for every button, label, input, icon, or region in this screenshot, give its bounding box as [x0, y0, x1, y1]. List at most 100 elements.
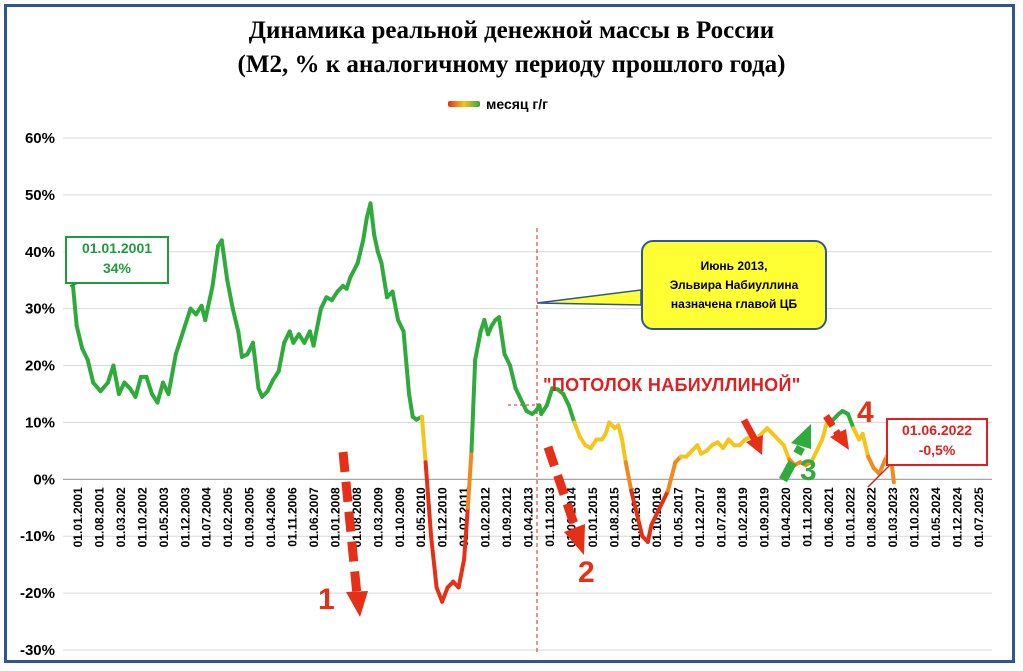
- y-tick-label: 50%: [25, 187, 55, 204]
- series-segment: [429, 534, 439, 590]
- potolok-label: "ПОТОЛОК НАБИУЛЛИНОЙ": [543, 375, 801, 395]
- series-segment: [318, 295, 329, 311]
- x-tick-label: 01.02.2012: [479, 487, 493, 547]
- x-tick-label: 01.02.2005: [221, 487, 235, 547]
- series-segment: [133, 374, 143, 399]
- series-segment: [166, 352, 178, 396]
- arrow-small-right: [740, 418, 763, 455]
- chart-frame: [4, 4, 1015, 663]
- series-segment: [348, 261, 360, 280]
- bubble-line2: Эльвира Набиуллина: [669, 277, 799, 292]
- grid-lines: [63, 137, 992, 651]
- series-segment: [210, 244, 221, 288]
- x-tick-label: 01.12.2010: [436, 487, 450, 547]
- series-segment: [860, 431, 871, 459]
- callout-2022-date: 01.06.2022: [901, 422, 973, 438]
- arrow-3: [779, 424, 811, 483]
- arrow-1: [338, 451, 368, 617]
- x-tick-label: 01.08.2001: [92, 487, 106, 547]
- y-tick-label: 60%: [25, 130, 55, 147]
- x-tick-label: 01.10.2002: [135, 487, 149, 547]
- x-tick-label: 01.03.2023: [886, 487, 900, 547]
- series-segment: [513, 386, 524, 402]
- series-segment: [372, 232, 380, 254]
- x-tick-label: 01.05.2010: [414, 487, 428, 547]
- legend-swatch: [448, 101, 480, 107]
- nabiullina-bubble: Июнь 2013, Эльвира Набиуллина назначена …: [641, 240, 827, 330]
- x-tick-label: 01.12.2003: [178, 487, 192, 547]
- callout-2001-date: 01.01.2001: [81, 240, 153, 256]
- series-segment: [71, 283, 79, 328]
- x-tick-label: 01.07.2018: [715, 487, 729, 547]
- series-segment: [462, 505, 470, 561]
- series-segment: [203, 283, 215, 323]
- chart-title-line1: Динамика реальной денежной массы в Росси…: [248, 17, 775, 44]
- y-tick-label: 30%: [25, 301, 55, 318]
- series-segment: [80, 346, 90, 362]
- label-4: 4: [857, 396, 874, 429]
- series-segment: [361, 215, 369, 243]
- x-tick-label: 01.08.2022: [865, 487, 879, 547]
- series-segment: [629, 488, 639, 516]
- series-segment: [544, 386, 555, 408]
- x-tick-label: 01.08.2008: [350, 487, 364, 547]
- x-tick-label: 01.12.2017: [693, 487, 707, 547]
- x-axis: 01.01.2001 01.08.2001 01.03.2002 01.10.2002…: [71, 487, 986, 547]
- y-tick-label: -20%: [20, 585, 55, 602]
- x-tick-label: 01.01.2015: [586, 487, 600, 547]
- series-segment: [649, 511, 659, 527]
- series-segment: [566, 403, 577, 425]
- bubble-line3: назначена главой ЦБ: [670, 296, 798, 311]
- series-segment: [665, 460, 678, 493]
- callout-2001-value: 34%: [102, 260, 132, 276]
- x-tick-label: 01.11.2013: [543, 487, 557, 547]
- series-segment: [634, 511, 645, 539]
- series-segment: [219, 238, 230, 283]
- series-segment: [355, 238, 366, 266]
- y-tick-label: 40%: [25, 244, 55, 261]
- x-tick-label: 01.09.2012: [500, 487, 514, 547]
- series-segment: [561, 392, 571, 408]
- x-tick-label: 01.05.2017: [672, 487, 686, 547]
- series-segment: [660, 488, 670, 505]
- callout-2022: 01.06.2022 -0,5%: [886, 418, 988, 466]
- series-segment: [616, 423, 625, 442]
- x-tick-label: 01.08.2015: [607, 487, 621, 547]
- x-tick-label: 01.05.2024: [929, 487, 943, 547]
- y-tick-label: 0%: [33, 471, 55, 488]
- series-segment: [465, 448, 474, 510]
- series-segment: [390, 289, 401, 323]
- series-segment: [419, 414, 428, 465]
- series-segment: [250, 340, 261, 391]
- series-segment: [654, 500, 665, 516]
- y-tick-label: 20%: [25, 358, 55, 375]
- series-segment: [845, 411, 856, 431]
- series-segment: [469, 357, 478, 453]
- series-segment: [368, 201, 377, 237]
- series-segment: [111, 363, 121, 396]
- x-tick-label: 01.05.2003: [157, 487, 171, 547]
- y-axis: 60% 50% 40% 30% 20% 10% 0% -10% -20% -30%: [20, 130, 55, 659]
- callout-2001: 01.01.2001 34%: [65, 236, 169, 284]
- series-segment: [276, 340, 287, 374]
- series-segment: [236, 329, 244, 360]
- bubble-line1: Июнь 2013,: [700, 258, 768, 273]
- series-segment: [519, 397, 529, 414]
- label-2: 2: [578, 556, 595, 589]
- x-tick-label: 01.07.2025: [972, 487, 986, 547]
- label-3: 3: [800, 454, 817, 487]
- y-tick-label: 10%: [25, 414, 55, 431]
- series-segment: [311, 306, 323, 348]
- series-segment: [473, 329, 483, 362]
- series-segment: [155, 380, 165, 405]
- series-segment: [85, 357, 96, 385]
- x-tick-label: 01.11.2020: [800, 487, 814, 547]
- series-segment: [866, 454, 876, 470]
- x-tick-label: 01.07.2004: [200, 487, 214, 547]
- series-segment: [144, 374, 154, 396]
- x-tick-label: 01.04.2020: [779, 487, 793, 547]
- label-1: 1: [318, 583, 335, 616]
- x-tick-label: 01.11.2006: [286, 487, 300, 547]
- series-segment: [225, 278, 235, 311]
- x-tick-label: 01.06.2021: [822, 487, 836, 547]
